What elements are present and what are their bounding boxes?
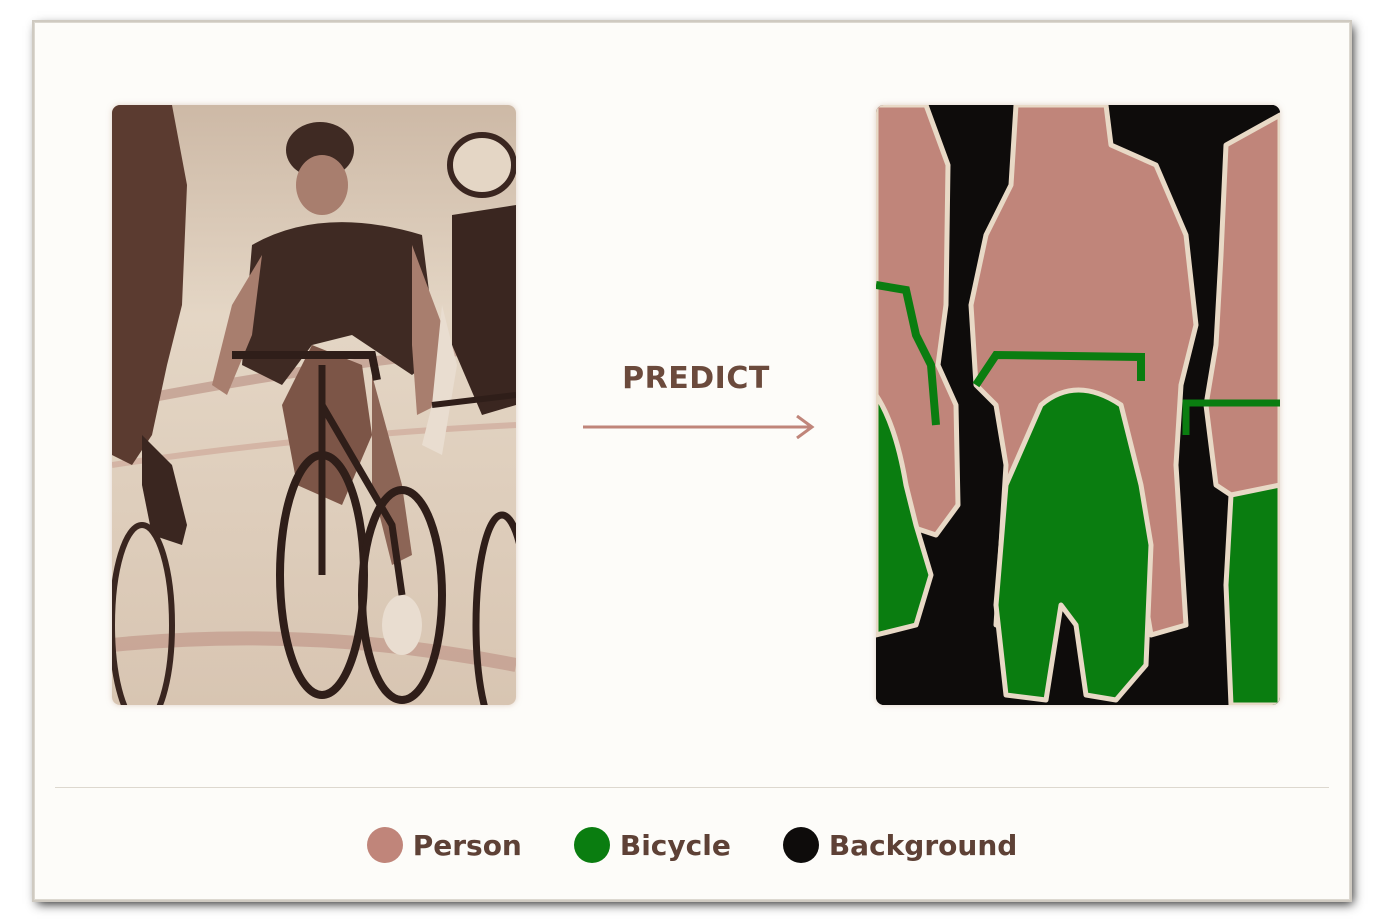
bicycle-swatch-icon bbox=[573, 827, 610, 863]
legend-label-background: Background bbox=[828, 828, 1018, 862]
legend: Person Bicycle Background bbox=[35, 827, 1349, 863]
segmentation-mask bbox=[876, 105, 1280, 705]
legend-label-person: Person bbox=[412, 828, 522, 862]
person-swatch-icon bbox=[366, 827, 403, 863]
legend-item-background: Background bbox=[782, 827, 1018, 863]
figure-card: PREDICT bbox=[34, 22, 1350, 900]
legend-label-bicycle: Bicycle bbox=[619, 828, 731, 862]
legend-item-person: Person bbox=[366, 827, 522, 863]
arrow-right-icon bbox=[583, 415, 815, 439]
predict-label: PREDICT bbox=[622, 361, 770, 396]
divider bbox=[55, 787, 1329, 788]
predict-caption: PREDICT bbox=[583, 361, 809, 396]
background-swatch-icon bbox=[782, 827, 819, 863]
legend-item-bicycle: Bicycle bbox=[573, 827, 731, 863]
input-photo bbox=[112, 105, 516, 705]
